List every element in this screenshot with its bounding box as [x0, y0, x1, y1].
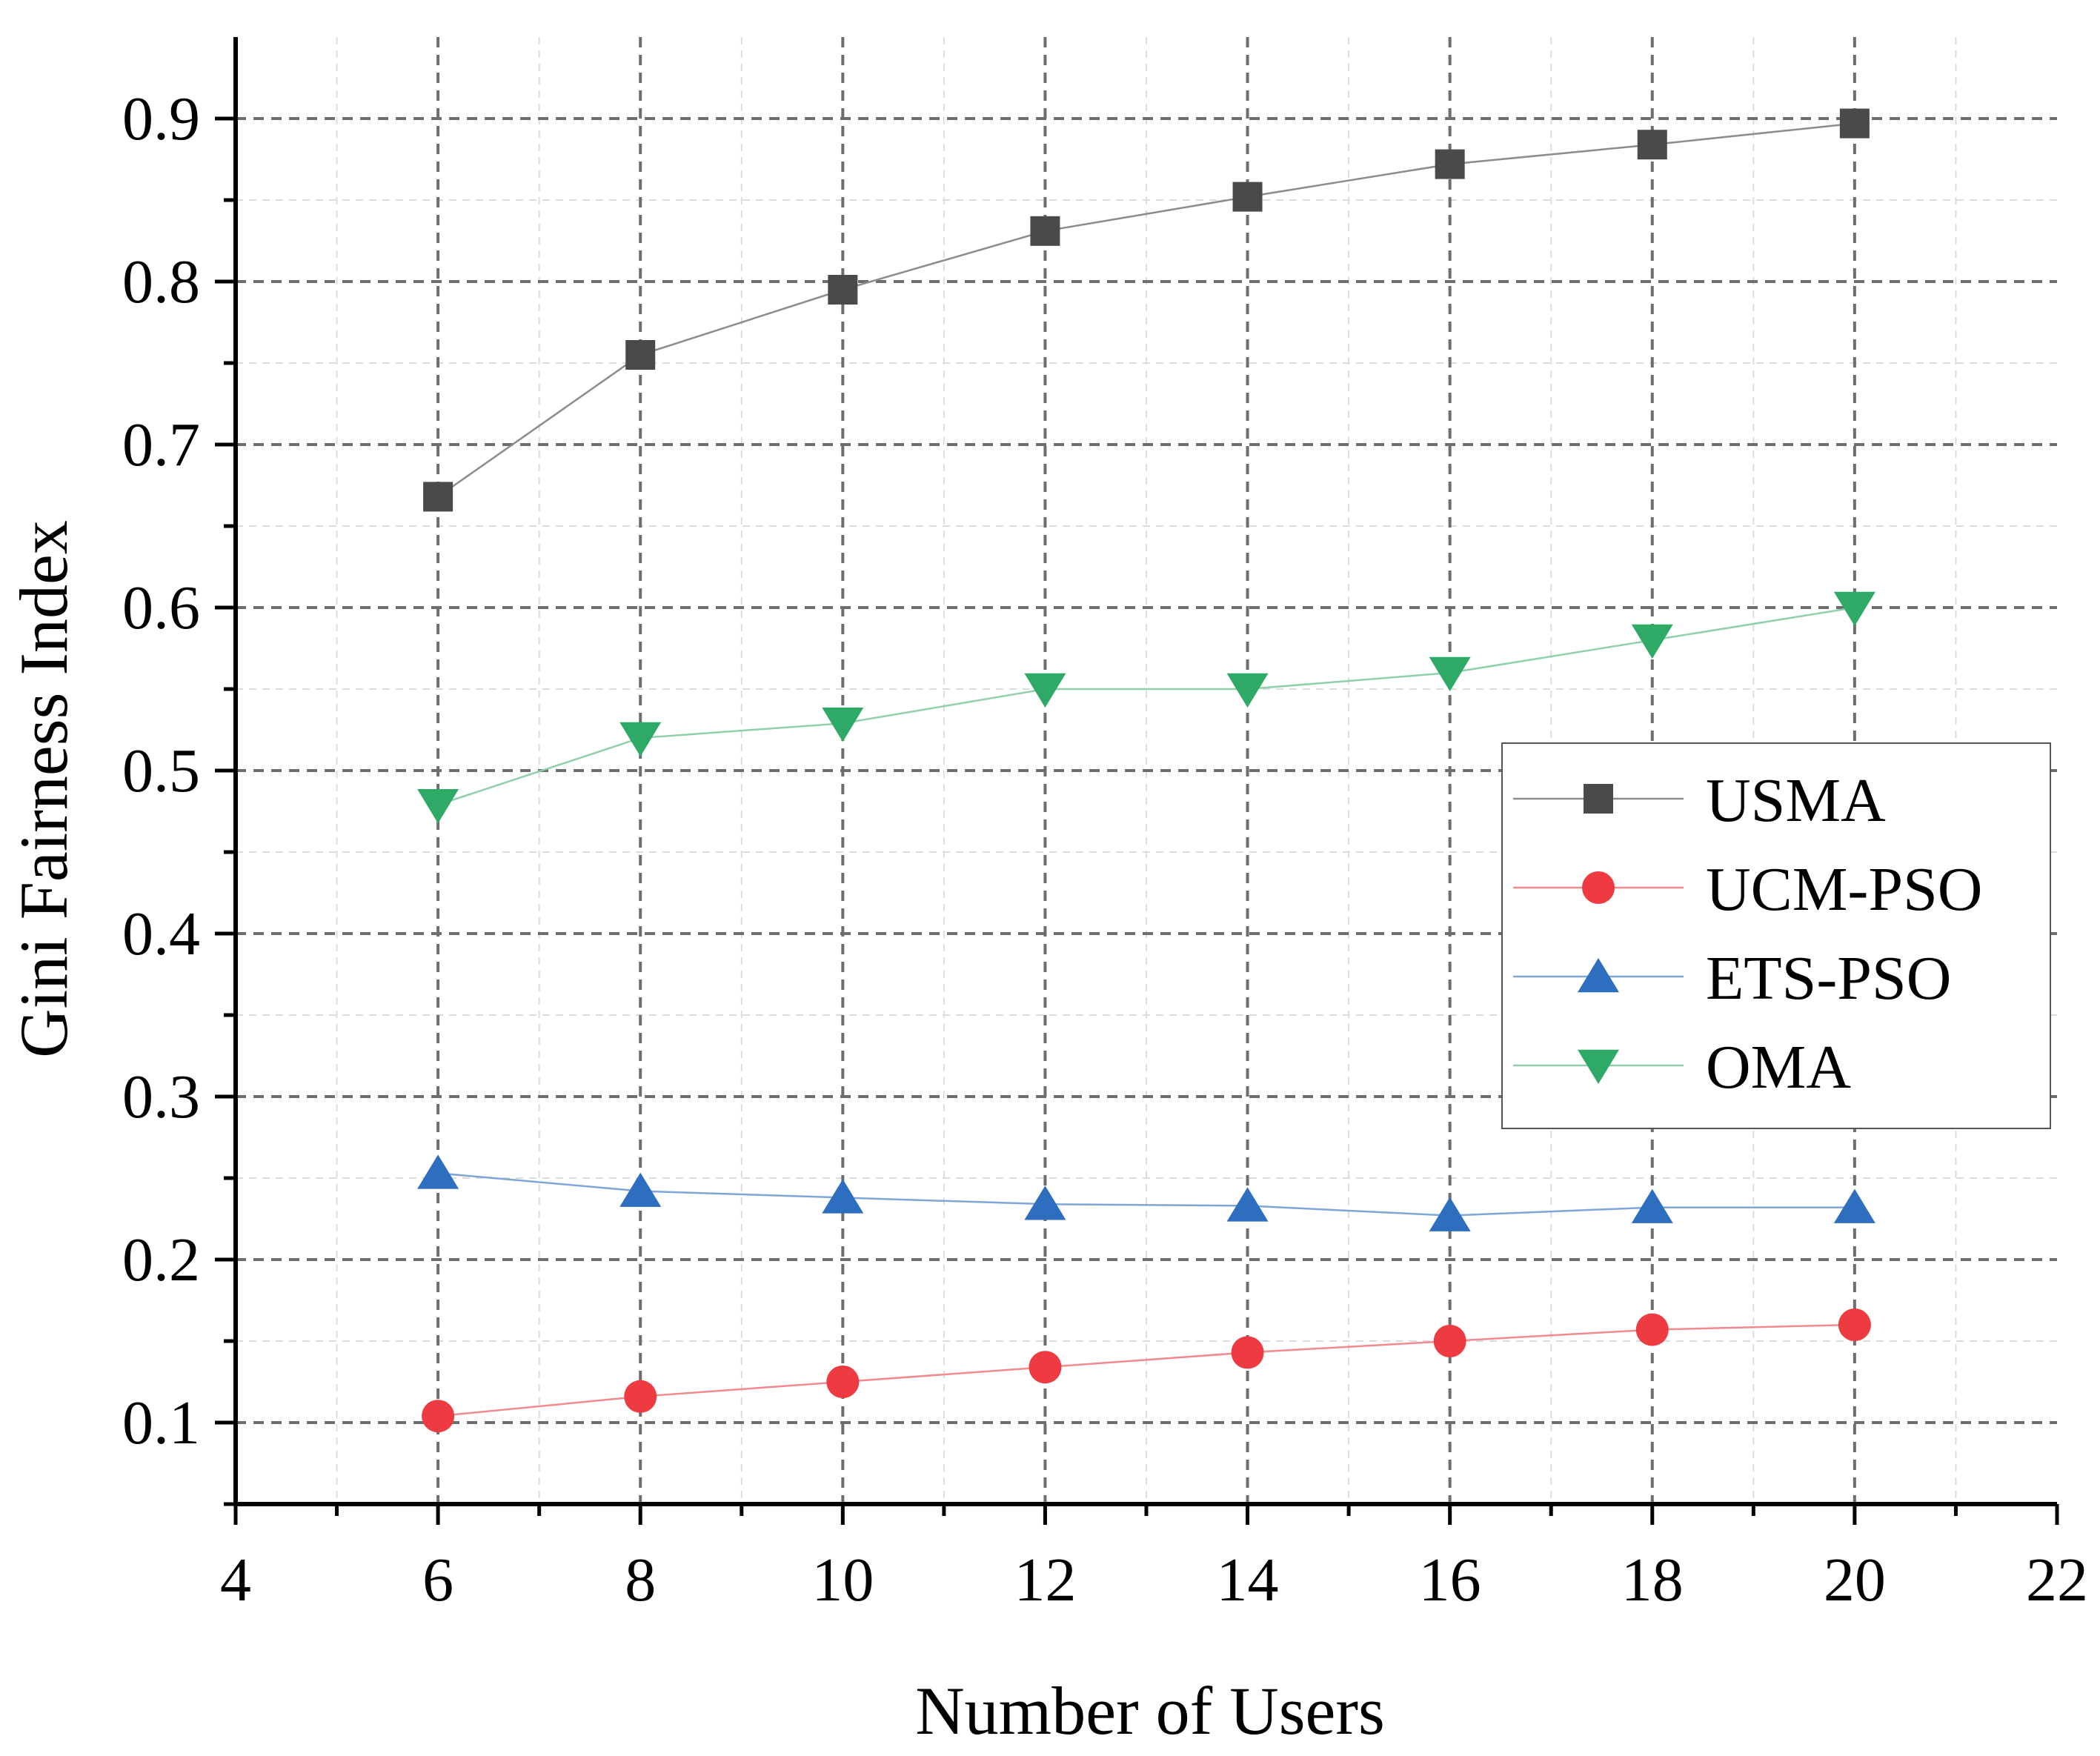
data-point: [1429, 1197, 1471, 1231]
data-point: [1833, 1188, 1875, 1223]
y-axis-title: Gini Fairness Index: [6, 520, 82, 1058]
data-point: [624, 1380, 657, 1413]
data-point: [619, 1172, 662, 1207]
legend-label: UCM-PSO: [1706, 855, 1982, 924]
x-tick-label: 14: [1217, 1546, 1279, 1614]
data-point: [1024, 673, 1066, 708]
data-point: [1029, 1351, 1062, 1384]
x-tick-label: 12: [1014, 1546, 1076, 1614]
legend-item: ETS-PSO: [1513, 944, 1951, 1013]
legend-item: OMA: [1513, 1033, 1851, 1102]
data-point: [417, 1154, 459, 1189]
data-point: [1631, 624, 1673, 659]
data-point: [423, 482, 453, 512]
data-point: [822, 707, 864, 742]
y-tick-label: 0.5: [122, 736, 200, 805]
y-tick-label: 0.3: [122, 1062, 200, 1131]
x-tick-label: 10: [811, 1546, 874, 1614]
data-point: [1839, 108, 1870, 139]
series-oma: [417, 591, 1875, 824]
y-tick-label: 0.7: [122, 410, 200, 479]
x-tick-label: 18: [1621, 1546, 1684, 1614]
data-point: [1637, 130, 1667, 160]
data-point: [1030, 216, 1060, 246]
series-line: [437, 122, 1855, 498]
legend-marker: [1584, 784, 1613, 814]
x-tick-label: 22: [2026, 1546, 2088, 1614]
x-tick-label: 16: [1419, 1546, 1481, 1614]
series-line: [437, 606, 1855, 806]
y-tick-label: 0.8: [122, 247, 200, 316]
data-point: [625, 340, 656, 370]
y-tick-label: 0.4: [122, 899, 200, 968]
data-point: [1833, 591, 1875, 626]
data-point: [1232, 182, 1263, 212]
data-point: [828, 275, 858, 305]
x-tick-label: 20: [1824, 1546, 1886, 1614]
y-tick-label: 0.2: [122, 1225, 200, 1294]
series-usma: [423, 108, 1870, 512]
legend-item: USMA: [1513, 766, 1886, 835]
y-tick-label: 0.9: [122, 84, 200, 153]
data-point: [1226, 1187, 1269, 1222]
series-line: [437, 1323, 1855, 1417]
x-tick-label: 8: [625, 1546, 656, 1614]
series-layer: [417, 108, 1875, 1433]
legend-label: OMA: [1706, 1033, 1851, 1102]
data-point: [1635, 1313, 1669, 1346]
y-tick-label: 0.1: [122, 1388, 200, 1457]
data-point: [1631, 1188, 1673, 1223]
x-axis-title: Number of Users: [915, 1673, 1385, 1749]
data-point: [619, 722, 662, 756]
legend-label: ETS-PSO: [1706, 944, 1951, 1013]
x-tick-label: 6: [422, 1546, 453, 1614]
data-point: [422, 1400, 455, 1433]
legend-marker: [1578, 1049, 1619, 1084]
data-point: [1024, 1185, 1066, 1220]
data-point: [1435, 149, 1465, 179]
series-ucm-pso: [422, 1308, 1871, 1433]
legend-marker: [1578, 958, 1619, 993]
legend-item: UCM-PSO: [1513, 855, 1982, 924]
data-point: [1838, 1308, 1871, 1341]
legend-marker: [1582, 871, 1615, 904]
ticks: 4 6 8 10 12 14 16 18 20 22 0.1 0.2 0.3 0.4 0.5 0.6 0.7 0.…: [122, 84, 2088, 1614]
series-line: [438, 1172, 1855, 1217]
data-point: [417, 788, 459, 824]
data-point: [1231, 1336, 1264, 1369]
data-point: [1226, 673, 1269, 708]
legend: USMA UCM-PSO ETS-PSO OMA: [1501, 742, 2051, 1129]
x-tick-label: 4: [220, 1546, 251, 1614]
y-tick-label: 0.6: [122, 573, 200, 642]
data-point: [822, 1179, 864, 1214]
data-point: [1429, 656, 1471, 691]
series-ets-pso: [417, 1154, 1875, 1231]
data-point: [826, 1366, 860, 1398]
data-point: [1433, 1325, 1466, 1357]
legend-label: USMA: [1706, 766, 1886, 835]
